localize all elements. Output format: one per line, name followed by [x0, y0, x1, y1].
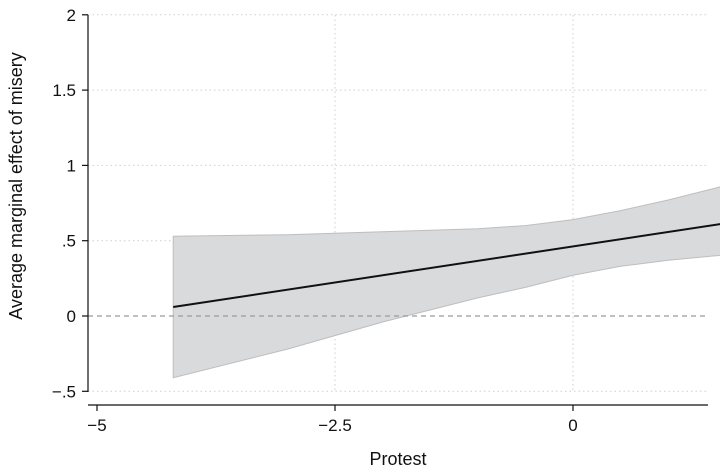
y-tick-label: .5 [62, 232, 76, 251]
marginal-effect-line [173, 223, 720, 308]
x-tick-label: −2.5 [318, 416, 352, 435]
y-axis-title: Average marginal effect of misery [6, 52, 26, 319]
tick-marks [82, 14, 574, 411]
y-tick-label: 1 [67, 156, 76, 175]
y-tick-label: 2 [67, 6, 76, 25]
x-axis-title: Protest [369, 449, 426, 469]
confidence-band [172, 186, 720, 379]
y-tick-label: 0 [67, 307, 76, 326]
y-tick-label: −.5 [52, 382, 76, 401]
axes [87, 15, 708, 406]
x-tick-label: −5 [87, 416, 106, 435]
y-tick-label: 1.5 [52, 81, 76, 100]
x-tick-label: 0 [568, 416, 577, 435]
